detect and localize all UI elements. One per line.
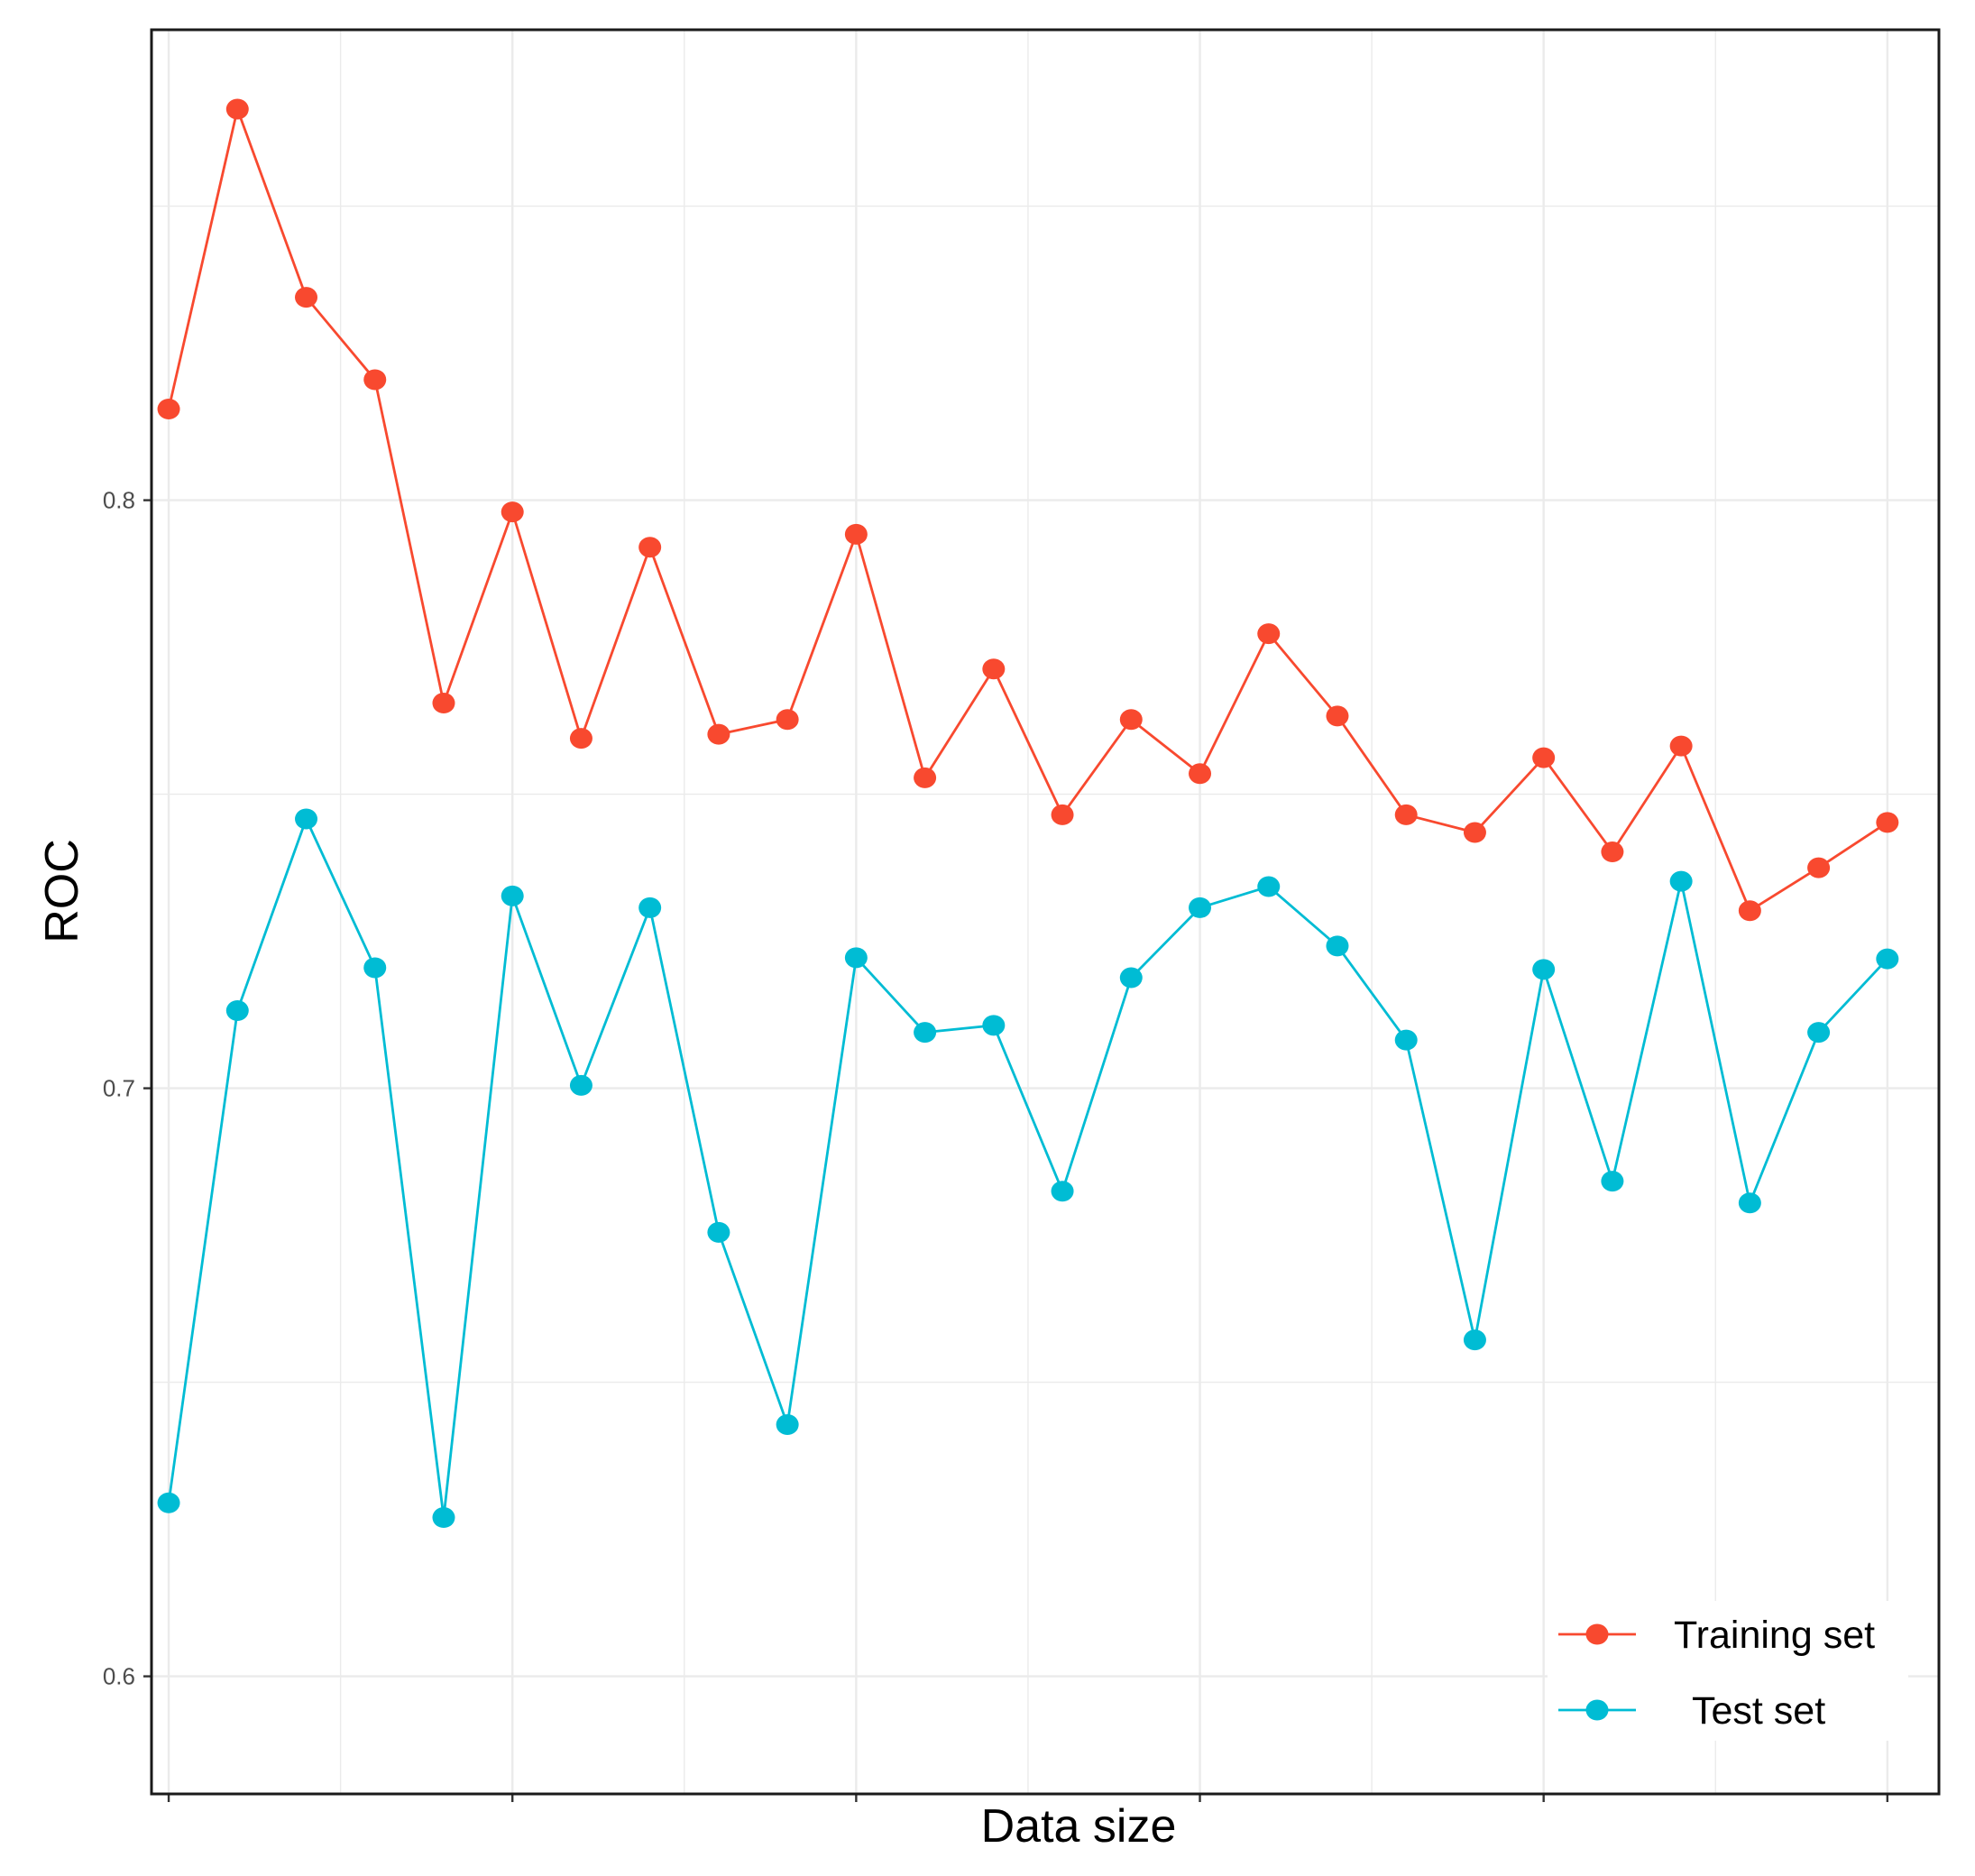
legend-marker-1 [1585, 1699, 1609, 1721]
data-point-0-1 [225, 98, 249, 120]
data-point-0-11 [914, 767, 937, 788]
data-point-0-17 [1326, 705, 1349, 727]
data-point-0-4 [432, 693, 455, 714]
series-training-set [157, 98, 1899, 922]
data-point-1-24 [1807, 1022, 1831, 1044]
data-point-0-8 [707, 723, 730, 745]
data-point-1-1 [225, 1000, 249, 1022]
y-tick-label-1: 0.7 [103, 1075, 135, 1102]
data-point-0-10 [844, 523, 868, 545]
data-point-1-11 [914, 1022, 937, 1044]
data-point-1-21 [1601, 1171, 1624, 1192]
data-point-0-12 [982, 658, 1006, 680]
y-tick-label-2: 0.8 [103, 487, 135, 514]
data-point-0-6 [569, 728, 592, 749]
data-point-1-9 [776, 1414, 799, 1436]
data-point-1-19 [1463, 1329, 1486, 1351]
y-axis-ticks: 0.6 0.7 0.8 [103, 487, 1889, 1802]
y-axis-title: ROC [36, 839, 88, 943]
data-point-0-3 [363, 369, 387, 391]
legend-label-1: Test set [1692, 1689, 1825, 1733]
data-point-1-0 [157, 1492, 180, 1513]
x-axis-title: Data size [981, 1800, 1177, 1853]
legend-marker-0 [1585, 1623, 1609, 1645]
data-point-0-5 [501, 501, 524, 523]
data-point-1-2 [295, 808, 318, 830]
data-point-0-14 [1119, 709, 1143, 731]
data-point-1-3 [363, 957, 387, 979]
data-point-1-13 [1051, 1181, 1074, 1202]
data-point-1-16 [1257, 876, 1281, 897]
data-point-0-7 [638, 537, 662, 558]
series-test-set [157, 808, 1899, 1529]
data-point-1-5 [501, 885, 524, 906]
data-point-0-9 [776, 709, 799, 731]
plot-panel-border [150, 28, 1941, 1796]
data-point-0-2 [295, 287, 318, 308]
legend: Training set Test set [1548, 1601, 1908, 1741]
data-point-1-23 [1738, 1192, 1761, 1214]
data-point-1-15 [1189, 897, 1212, 918]
data-point-0-16 [1257, 623, 1281, 645]
data-point-0-24 [1807, 857, 1831, 878]
data-point-0-18 [1394, 804, 1418, 825]
data-point-1-17 [1326, 935, 1349, 957]
data-point-0-13 [1051, 804, 1074, 825]
legend-background [1548, 1601, 1908, 1741]
data-point-1-14 [1119, 967, 1143, 989]
data-point-1-6 [569, 1074, 592, 1096]
data-point-0-19 [1463, 822, 1486, 843]
data-point-0-25 [1876, 812, 1899, 833]
data-point-1-22 [1669, 870, 1693, 892]
data-point-0-21 [1601, 841, 1624, 862]
data-point-0-20 [1532, 747, 1556, 768]
data-point-1-8 [707, 1221, 730, 1243]
series-line-1 [167, 817, 1888, 1519]
data-point-1-4 [432, 1507, 455, 1529]
y-tick-label-0: 0.6 [103, 1663, 135, 1690]
data-point-1-12 [982, 1015, 1006, 1036]
data-point-0-23 [1738, 900, 1761, 922]
data-series [157, 98, 1899, 1529]
data-point-0-0 [157, 399, 180, 420]
legend-label-0: Training set [1674, 1614, 1875, 1657]
data-point-0-22 [1669, 735, 1693, 757]
series-line-0 [167, 107, 1888, 913]
data-point-1-10 [844, 947, 868, 969]
data-point-1-18 [1394, 1029, 1418, 1051]
data-point-1-25 [1876, 948, 1899, 970]
data-point-1-7 [638, 897, 662, 918]
data-point-0-15 [1189, 763, 1212, 785]
grid [152, 30, 1939, 1794]
data-point-1-20 [1532, 959, 1556, 980]
